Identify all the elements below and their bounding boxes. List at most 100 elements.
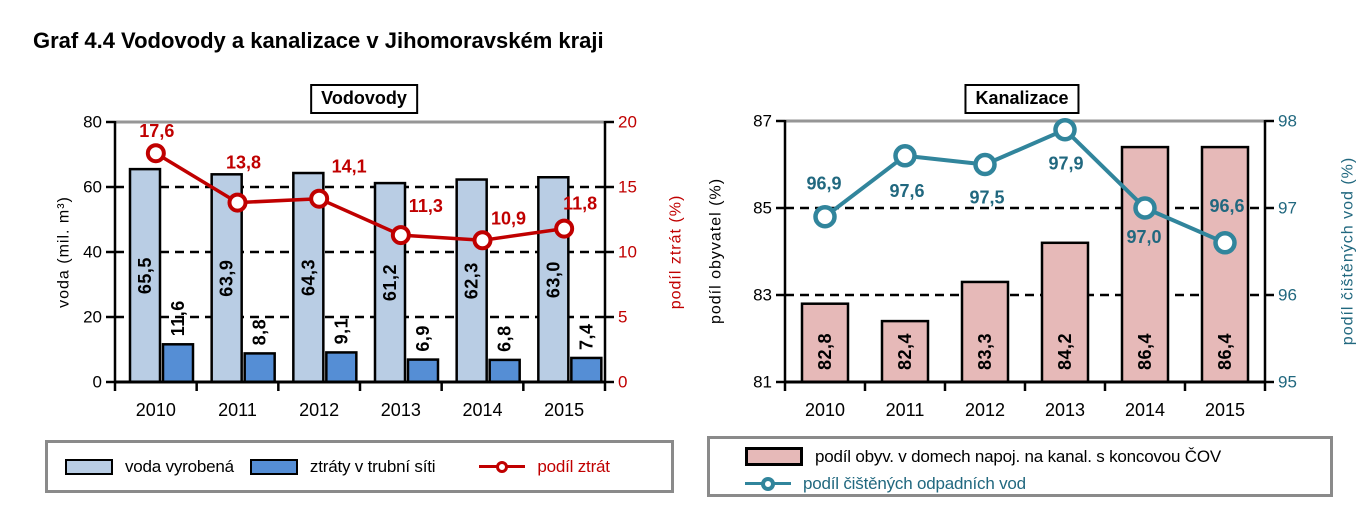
legend-item-podil-ztrat: podíl ztrát <box>479 456 610 477</box>
voda-vyrobena-swatch <box>65 458 113 475</box>
vodovody-chart-title: Vodovody <box>310 84 418 114</box>
left-tick-label-20: 20 <box>83 308 102 327</box>
left-tick-label-83: 83 <box>753 286 772 305</box>
line-label-2011: 13,8 <box>226 153 261 173</box>
bar-kanalizace-s0-2013 <box>1040 241 1090 384</box>
bar-kanalizace-s0-2011 <box>880 319 930 384</box>
year-label-2014: 2014 <box>462 400 502 420</box>
marker-2014 <box>472 230 493 251</box>
bar-vodovody-s0-2013 <box>373 181 407 384</box>
bar-label-2013: 61,2 <box>380 264 400 301</box>
legend-label-ztraty: ztráty v trubní síti <box>309 456 436 476</box>
line-label-2012: 97,5 <box>969 188 1004 208</box>
right-tick-label-98: 98 <box>1278 112 1297 131</box>
year-label-2012: 2012 <box>299 400 339 420</box>
year-label-2013: 2013 <box>381 400 421 420</box>
line-label-2014: 10,9 <box>491 208 526 228</box>
legend-label-voda-vyrobena: voda vyrobená <box>125 456 234 476</box>
bar-label-2011: 63,9 <box>217 260 237 297</box>
line-label-2012: 14,1 <box>332 157 367 177</box>
kanalizace-chart-title: Kanalizace <box>964 84 1080 114</box>
year-label-2011: 2011 <box>218 400 257 420</box>
left-tick-label-80: 80 <box>83 113 102 132</box>
right-tick-label-20: 20 <box>618 113 637 132</box>
marker-2012 <box>973 152 997 177</box>
bar-kanalizace-s0-2012 <box>960 280 1010 384</box>
right-tick-label-10: 10 <box>618 243 637 262</box>
left-tick-label-81: 81 <box>753 373 772 392</box>
marker-2013 <box>1053 117 1077 142</box>
bar-label-2014: 6,8 <box>495 325 515 352</box>
bar-label-2015: 7,4 <box>576 323 596 350</box>
marker-2015 <box>1213 231 1237 255</box>
legend-item-voda-vyrobena: voda vyrobená <box>65 457 234 477</box>
line-label-2010: 96,9 <box>806 174 841 194</box>
bar-label-2010: 82,8 <box>815 333 835 370</box>
bar-kanalizace-s0-2015 <box>1200 145 1250 384</box>
bar-vodovody-s1-2014 <box>488 358 521 384</box>
line-label-2013: 11,3 <box>409 196 443 216</box>
marker-2015 <box>554 218 575 239</box>
right-tick-label-0: 0 <box>618 373 627 392</box>
bar-label-2010: 11,6 <box>168 300 188 336</box>
legend-label-podil-cistenych: podíl čištěných odpadních vod <box>803 473 1026 493</box>
left-tick-label-0: 0 <box>93 373 102 392</box>
year-label-2011: 2011 <box>886 400 925 420</box>
bar-label-2010: 65,5 <box>135 257 155 294</box>
bar-kanalizace-s0-2010 <box>800 302 850 384</box>
line-label-2014: 97,0 <box>1126 227 1161 247</box>
left-tick-label-85: 85 <box>753 199 772 218</box>
bar-vodovody-s0-2014 <box>455 178 488 384</box>
marker-2010 <box>813 204 837 229</box>
marker-2012 <box>309 188 330 209</box>
marker-2011 <box>227 192 248 213</box>
left-tick-label-40: 40 <box>83 243 102 262</box>
year-label-2010: 2010 <box>136 400 176 420</box>
right-tick-label-5: 5 <box>618 308 627 327</box>
legend-item-ztraty: ztráty v trubní síti <box>249 456 436 477</box>
line-label-2015: 11,8 <box>563 194 597 214</box>
bar-vodovody-s1-2015 <box>570 356 603 384</box>
left-axis-title: voda (mil. m³) <box>56 196 73 308</box>
line-label-2011: 97,6 <box>889 181 924 201</box>
line-label-2013: 97,9 <box>1048 154 1083 174</box>
bar-vodovody-s0-2015 <box>537 176 570 384</box>
marker-2013 <box>390 225 411 246</box>
legend-label-podil-obyv: podíl obyv. v domech napoj. na kanal. s … <box>815 446 1222 466</box>
line-label-2015: 96,6 <box>1209 196 1244 216</box>
line-vodovody <box>154 151 565 243</box>
right-axis-title: podíl čištěných vod (%) <box>1340 157 1357 345</box>
right-tick-label-95: 95 <box>1278 373 1297 392</box>
year-label-2015: 2015 <box>544 400 584 420</box>
marker-2010 <box>145 143 166 164</box>
line-label-2010: 17,6 <box>139 121 174 141</box>
left-axis-title: podíl obyvatel (%) <box>708 178 725 324</box>
left-tick-label-87: 87 <box>753 112 772 131</box>
right-tick-label-97: 97 <box>1278 199 1297 218</box>
bar-label-2015: 63,0 <box>543 261 563 298</box>
vodovody-legend: voda vyrobená ztráty v trubní síti podíl… <box>45 440 674 493</box>
right-axis-title: podíl ztrát (%) <box>668 195 685 310</box>
bar-label-2013: 84,2 <box>1055 333 1075 370</box>
bar-label-2012: 9,1 <box>331 318 351 345</box>
year-label-2012: 2012 <box>965 400 1005 420</box>
bar-label-2015: 86,4 <box>1215 333 1235 370</box>
marker-2014 <box>1133 196 1157 220</box>
podil-ztrat-line-marker-icon <box>479 460 526 474</box>
kanalizace-chart-plot: 82,8 82,4 83,3 84,2 86,4 86,4 96,9 97,6 97,5 97,9… <box>708 112 1357 420</box>
bar-vodovody-s1-2011 <box>243 352 276 384</box>
legend-item-podil-cistenych: podíl čištěných odpadních vod <box>745 470 1330 497</box>
year-label-2010: 2010 <box>805 400 845 420</box>
bar-label-2014: 86,4 <box>1135 333 1155 370</box>
bar-kanalizace-s0-2014 <box>1120 145 1170 384</box>
podil-obyv-swatch <box>745 447 803 466</box>
bar-label-2012: 64,3 <box>298 259 318 296</box>
legend-label-podil-ztrat: podíl ztrát <box>537 456 610 476</box>
year-label-2013: 2013 <box>1045 400 1085 420</box>
bar-vodovody-s1-2012 <box>325 351 358 384</box>
year-label-2014: 2014 <box>1125 400 1165 420</box>
left-tick-label-60: 60 <box>83 178 102 197</box>
podil-cistenych-line-marker-icon <box>745 476 791 491</box>
circle-marker-icon <box>496 460 509 473</box>
